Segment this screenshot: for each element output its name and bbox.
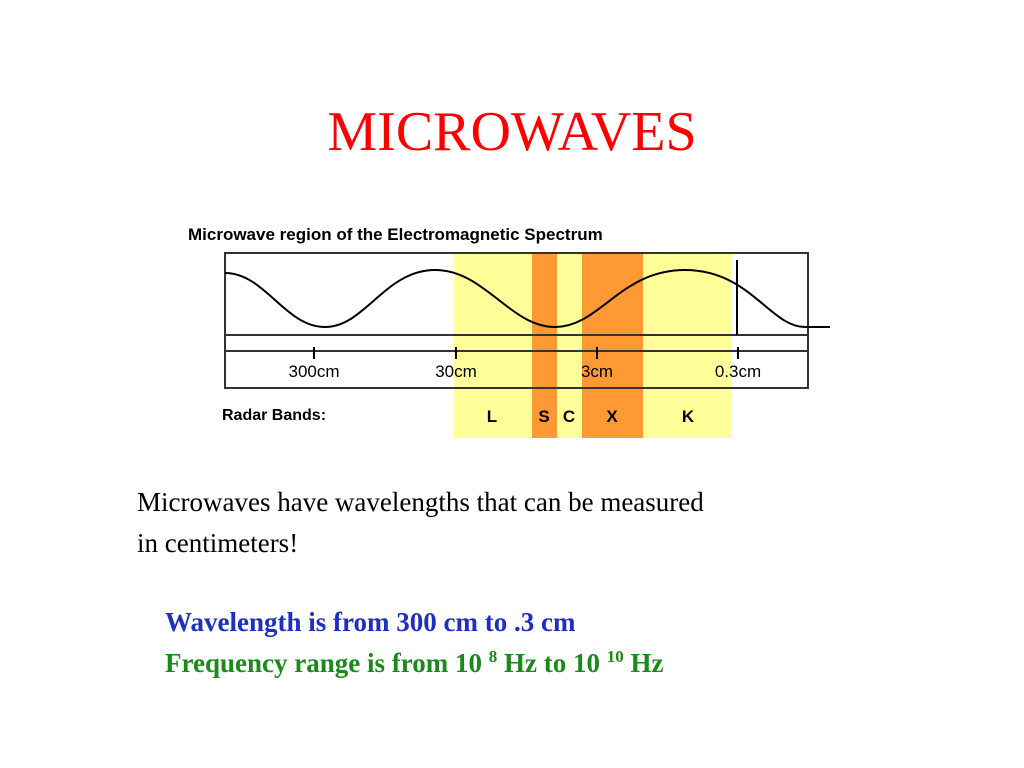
band-c-background bbox=[557, 253, 582, 438]
frequency-exponent-1: 8 bbox=[488, 647, 498, 666]
band-label-s: S bbox=[538, 407, 549, 426]
tick-label-3cm: 3cm bbox=[581, 362, 613, 381]
band-label-c: C bbox=[563, 407, 575, 426]
band-label-x: X bbox=[606, 407, 618, 426]
wavelength-fact: Wavelength is from 300 cm to .3 cm bbox=[165, 607, 576, 637]
tick-label-300cm: 300cm bbox=[288, 362, 339, 381]
spectrum-diagram-svg: Microwave region of the Electromagnetic … bbox=[188, 225, 830, 438]
tick-label-30cm: 30cm bbox=[435, 362, 477, 381]
radar-bands-label: Radar Bands: bbox=[222, 407, 326, 424]
spectrum-frame bbox=[224, 252, 809, 389]
band-s-background bbox=[532, 253, 557, 438]
band-label-l: L bbox=[487, 407, 497, 426]
body-text: Microwaves have wavelengths that can be … bbox=[137, 482, 877, 564]
diagram-heading: Microwave region of the Electromagnetic … bbox=[188, 225, 603, 244]
spectrum-diagram: Microwave region of the Electromagnetic … bbox=[180, 215, 840, 445]
facts-block: Wavelength is from 300 cm to .3 cm Frequ… bbox=[165, 602, 925, 684]
frequency-suffix: Hz bbox=[623, 648, 664, 678]
wave-curve bbox=[224, 268, 830, 329]
body-line-1: Microwaves have wavelengths that can be … bbox=[137, 487, 704, 517]
tick-label-0-3cm: 0.3cm bbox=[715, 362, 761, 381]
band-label-k: K bbox=[682, 407, 695, 426]
frequency-fact: Frequency range is from 10 8 Hz to 10 10… bbox=[165, 643, 925, 684]
slide-title: MICROWAVES bbox=[327, 101, 697, 163]
band-l-background bbox=[454, 253, 532, 438]
frequency-exponent-2: 10 bbox=[606, 647, 624, 666]
band-k-background bbox=[643, 253, 731, 438]
body-line-2: in centimeters! bbox=[137, 528, 299, 558]
frequency-mid: Hz to 10 bbox=[497, 648, 607, 678]
frequency-prefix: Frequency range is from 10 bbox=[165, 648, 489, 678]
